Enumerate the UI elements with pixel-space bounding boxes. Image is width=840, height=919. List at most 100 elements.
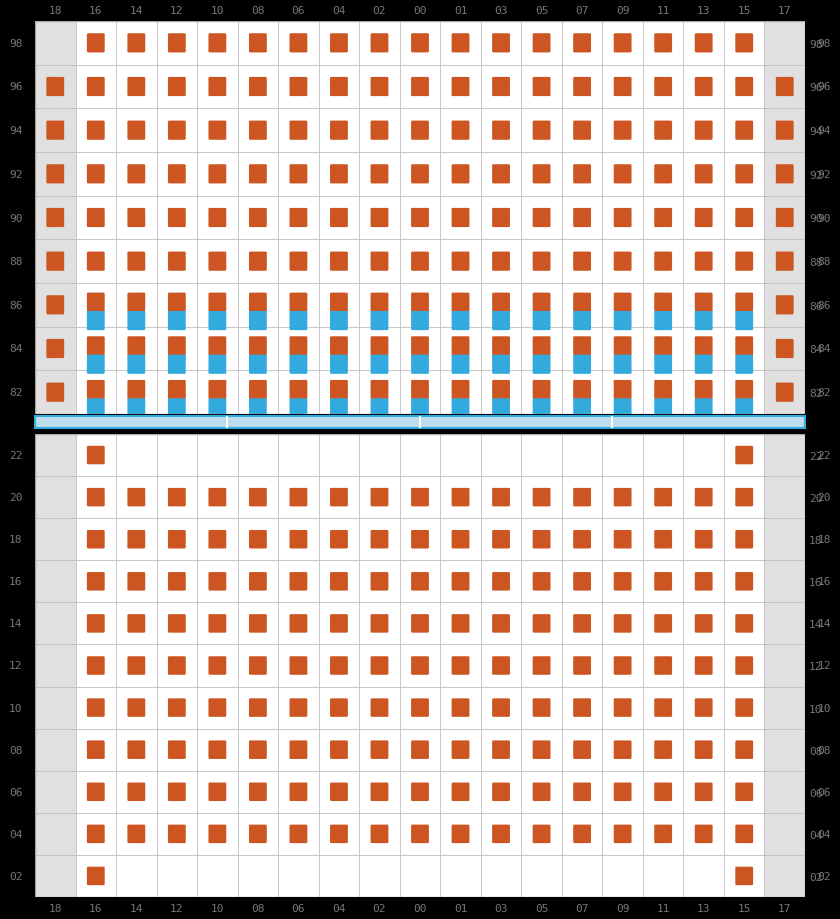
FancyBboxPatch shape xyxy=(695,337,712,356)
Bar xyxy=(522,729,562,771)
FancyBboxPatch shape xyxy=(87,741,105,759)
Bar xyxy=(684,518,724,561)
Text: 22: 22 xyxy=(817,450,831,460)
FancyBboxPatch shape xyxy=(735,488,753,507)
Bar xyxy=(35,435,76,477)
FancyBboxPatch shape xyxy=(208,656,226,675)
FancyBboxPatch shape xyxy=(492,293,510,312)
FancyBboxPatch shape xyxy=(249,615,267,633)
Bar xyxy=(278,813,318,855)
Bar xyxy=(643,371,684,414)
Text: 82: 82 xyxy=(9,388,23,398)
FancyBboxPatch shape xyxy=(290,698,307,717)
Bar xyxy=(156,22,197,65)
FancyBboxPatch shape xyxy=(492,656,510,675)
FancyBboxPatch shape xyxy=(654,783,672,801)
FancyBboxPatch shape xyxy=(573,121,591,141)
Bar xyxy=(156,435,197,477)
FancyBboxPatch shape xyxy=(492,824,510,844)
Bar xyxy=(562,645,602,686)
Text: 18: 18 xyxy=(817,535,831,545)
FancyBboxPatch shape xyxy=(573,34,591,53)
FancyBboxPatch shape xyxy=(614,34,632,53)
Bar xyxy=(562,65,602,109)
FancyBboxPatch shape xyxy=(654,698,672,717)
Text: 02: 02 xyxy=(373,6,386,16)
FancyBboxPatch shape xyxy=(695,530,712,549)
Bar xyxy=(440,645,480,686)
Bar xyxy=(400,603,440,645)
Text: 84: 84 xyxy=(9,344,23,354)
Bar xyxy=(764,109,805,153)
Bar xyxy=(116,65,156,109)
Bar xyxy=(764,561,805,603)
Bar xyxy=(278,371,318,414)
Bar xyxy=(480,686,522,729)
FancyBboxPatch shape xyxy=(249,698,267,717)
Bar xyxy=(602,153,643,197)
Bar xyxy=(602,240,643,284)
FancyBboxPatch shape xyxy=(735,165,753,184)
Text: 92: 92 xyxy=(9,170,23,179)
FancyBboxPatch shape xyxy=(330,741,348,759)
Bar xyxy=(602,645,643,686)
Bar xyxy=(400,771,440,813)
Bar xyxy=(764,603,805,645)
Bar xyxy=(116,240,156,284)
Bar xyxy=(724,153,764,197)
Text: 88: 88 xyxy=(9,257,23,267)
FancyBboxPatch shape xyxy=(452,698,470,717)
FancyBboxPatch shape xyxy=(370,337,388,356)
FancyBboxPatch shape xyxy=(208,209,226,228)
Text: 04: 04 xyxy=(332,903,346,913)
FancyBboxPatch shape xyxy=(695,209,712,228)
Bar xyxy=(643,477,684,518)
Bar xyxy=(35,22,76,65)
Bar xyxy=(238,561,278,603)
FancyBboxPatch shape xyxy=(370,209,388,228)
FancyBboxPatch shape xyxy=(735,78,753,97)
FancyBboxPatch shape xyxy=(654,356,672,374)
Bar xyxy=(684,855,724,897)
Bar xyxy=(278,686,318,729)
FancyBboxPatch shape xyxy=(87,337,105,356)
FancyBboxPatch shape xyxy=(735,34,753,53)
Bar xyxy=(156,518,197,561)
FancyBboxPatch shape xyxy=(208,615,226,633)
Bar xyxy=(197,686,238,729)
Bar xyxy=(440,197,480,240)
FancyBboxPatch shape xyxy=(614,783,632,801)
FancyBboxPatch shape xyxy=(735,447,753,465)
FancyBboxPatch shape xyxy=(654,615,672,633)
Bar xyxy=(35,109,76,153)
Bar xyxy=(35,65,76,109)
Bar xyxy=(35,327,76,371)
Bar xyxy=(643,22,684,65)
FancyBboxPatch shape xyxy=(330,399,348,418)
FancyBboxPatch shape xyxy=(87,824,105,844)
FancyBboxPatch shape xyxy=(411,488,429,507)
FancyBboxPatch shape xyxy=(533,399,550,418)
Bar xyxy=(724,729,764,771)
FancyBboxPatch shape xyxy=(654,253,672,271)
Bar xyxy=(238,518,278,561)
Bar xyxy=(156,371,197,414)
FancyBboxPatch shape xyxy=(370,698,388,717)
Text: 07: 07 xyxy=(575,6,589,16)
Text: 10: 10 xyxy=(211,6,224,16)
Bar xyxy=(238,435,278,477)
Bar xyxy=(156,771,197,813)
Bar xyxy=(480,729,522,771)
Bar xyxy=(522,813,562,855)
FancyBboxPatch shape xyxy=(654,573,672,591)
FancyBboxPatch shape xyxy=(370,530,388,549)
FancyBboxPatch shape xyxy=(330,488,348,507)
Bar xyxy=(562,603,602,645)
FancyBboxPatch shape xyxy=(128,312,145,331)
Bar xyxy=(522,603,562,645)
Bar xyxy=(643,645,684,686)
Bar xyxy=(116,371,156,414)
FancyBboxPatch shape xyxy=(330,380,348,400)
Bar xyxy=(400,686,440,729)
Bar xyxy=(602,197,643,240)
